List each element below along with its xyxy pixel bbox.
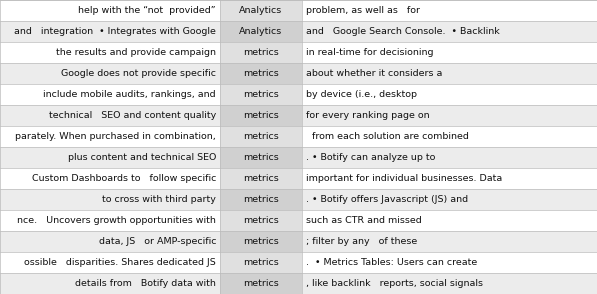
Text: from each solution are combined: from each solution are combined	[306, 132, 469, 141]
Bar	[302, 273, 597, 294]
Bar	[302, 84, 597, 105]
Bar	[302, 126, 597, 147]
Text: technical   SEO and content quality: technical SEO and content quality	[49, 111, 216, 120]
Text: . • Botify can analyze up to: . • Botify can analyze up to	[306, 153, 435, 162]
Bar	[0, 231, 220, 252]
Text: problem, as well as   for: problem, as well as for	[306, 6, 420, 15]
Text: such as CTR and missed: such as CTR and missed	[306, 216, 421, 225]
Text: plus content and technical SEO: plus content and technical SEO	[67, 153, 216, 162]
Text: metrics: metrics	[243, 279, 279, 288]
Text: metrics: metrics	[243, 90, 279, 99]
Bar	[0, 147, 220, 168]
Text: metrics: metrics	[243, 195, 279, 204]
Bar	[302, 63, 597, 84]
Bar	[220, 252, 302, 273]
Bar	[0, 0, 220, 21]
Bar	[0, 105, 220, 126]
Text: ossible   disparities. Shares dedicated JS: ossible disparities. Shares dedicated JS	[24, 258, 216, 267]
Bar	[302, 210, 597, 231]
Bar	[220, 63, 302, 84]
Text: and   integration  • Integrates with Google: and integration • Integrates with Google	[14, 27, 216, 36]
Bar	[302, 189, 597, 210]
Text: in real-time for decisioning: in real-time for decisioning	[306, 48, 433, 57]
Bar	[0, 63, 220, 84]
Bar	[0, 273, 220, 294]
Text: by device (i.e., desktop: by device (i.e., desktop	[306, 90, 417, 99]
Text: metrics: metrics	[243, 48, 279, 57]
Text: important for individual businesses. Data: important for individual businesses. Dat…	[306, 174, 502, 183]
Text: parately. When purchased in combination,: parately. When purchased in combination,	[16, 132, 216, 141]
Text: to cross with third party: to cross with third party	[102, 195, 216, 204]
Text: and   Google Search Console.  • Backlink: and Google Search Console. • Backlink	[306, 27, 500, 36]
Bar	[220, 147, 302, 168]
Bar	[0, 126, 220, 147]
Bar	[220, 231, 302, 252]
Bar	[302, 147, 597, 168]
Bar	[302, 252, 597, 273]
Bar	[0, 252, 220, 273]
Bar	[220, 84, 302, 105]
Text: details from   Botify data with: details from Botify data with	[75, 279, 216, 288]
Text: the results and provide campaign: the results and provide campaign	[56, 48, 216, 57]
Text: ; filter by any   of these: ; filter by any of these	[306, 237, 417, 246]
Bar	[0, 210, 220, 231]
Bar	[220, 189, 302, 210]
Bar	[220, 21, 302, 42]
Text: data, JS   or AMP-specific: data, JS or AMP-specific	[99, 237, 216, 246]
Text: Analytics: Analytics	[239, 27, 282, 36]
Bar	[220, 42, 302, 63]
Text: Custom Dashboards to   follow specific: Custom Dashboards to follow specific	[32, 174, 216, 183]
Text: metrics: metrics	[243, 111, 279, 120]
Bar	[302, 105, 597, 126]
Text: metrics: metrics	[243, 237, 279, 246]
Text: , like backlink   reports, social signals: , like backlink reports, social signals	[306, 279, 482, 288]
Text: metrics: metrics	[243, 216, 279, 225]
Bar	[220, 210, 302, 231]
Bar	[220, 273, 302, 294]
Bar	[220, 126, 302, 147]
Text: metrics: metrics	[243, 153, 279, 162]
Text: include mobile audits, rankings, and: include mobile audits, rankings, and	[44, 90, 216, 99]
Bar	[220, 168, 302, 189]
Bar	[0, 21, 220, 42]
Text: help with the “not  provided”: help with the “not provided”	[78, 6, 216, 15]
Bar	[302, 168, 597, 189]
Text: metrics: metrics	[243, 132, 279, 141]
Bar	[220, 105, 302, 126]
Bar	[302, 0, 597, 21]
Text: Google does not provide specific: Google does not provide specific	[61, 69, 216, 78]
Text: metrics: metrics	[243, 69, 279, 78]
Bar	[0, 84, 220, 105]
Bar	[0, 189, 220, 210]
Bar	[302, 231, 597, 252]
Bar	[302, 21, 597, 42]
Text: .  • Metrics Tables: Users can create: . • Metrics Tables: Users can create	[306, 258, 477, 267]
Text: metrics: metrics	[243, 258, 279, 267]
Bar	[220, 0, 302, 21]
Text: Analytics: Analytics	[239, 6, 282, 15]
Text: nce.   Uncovers growth opportunities with: nce. Uncovers growth opportunities with	[17, 216, 216, 225]
Bar	[0, 42, 220, 63]
Text: metrics: metrics	[243, 174, 279, 183]
Bar	[302, 42, 597, 63]
Text: about whether it considers a: about whether it considers a	[306, 69, 442, 78]
Text: . • Botify offers Javascript (JS) and: . • Botify offers Javascript (JS) and	[306, 195, 468, 204]
Text: for every ranking page on: for every ranking page on	[306, 111, 429, 120]
Bar	[0, 168, 220, 189]
